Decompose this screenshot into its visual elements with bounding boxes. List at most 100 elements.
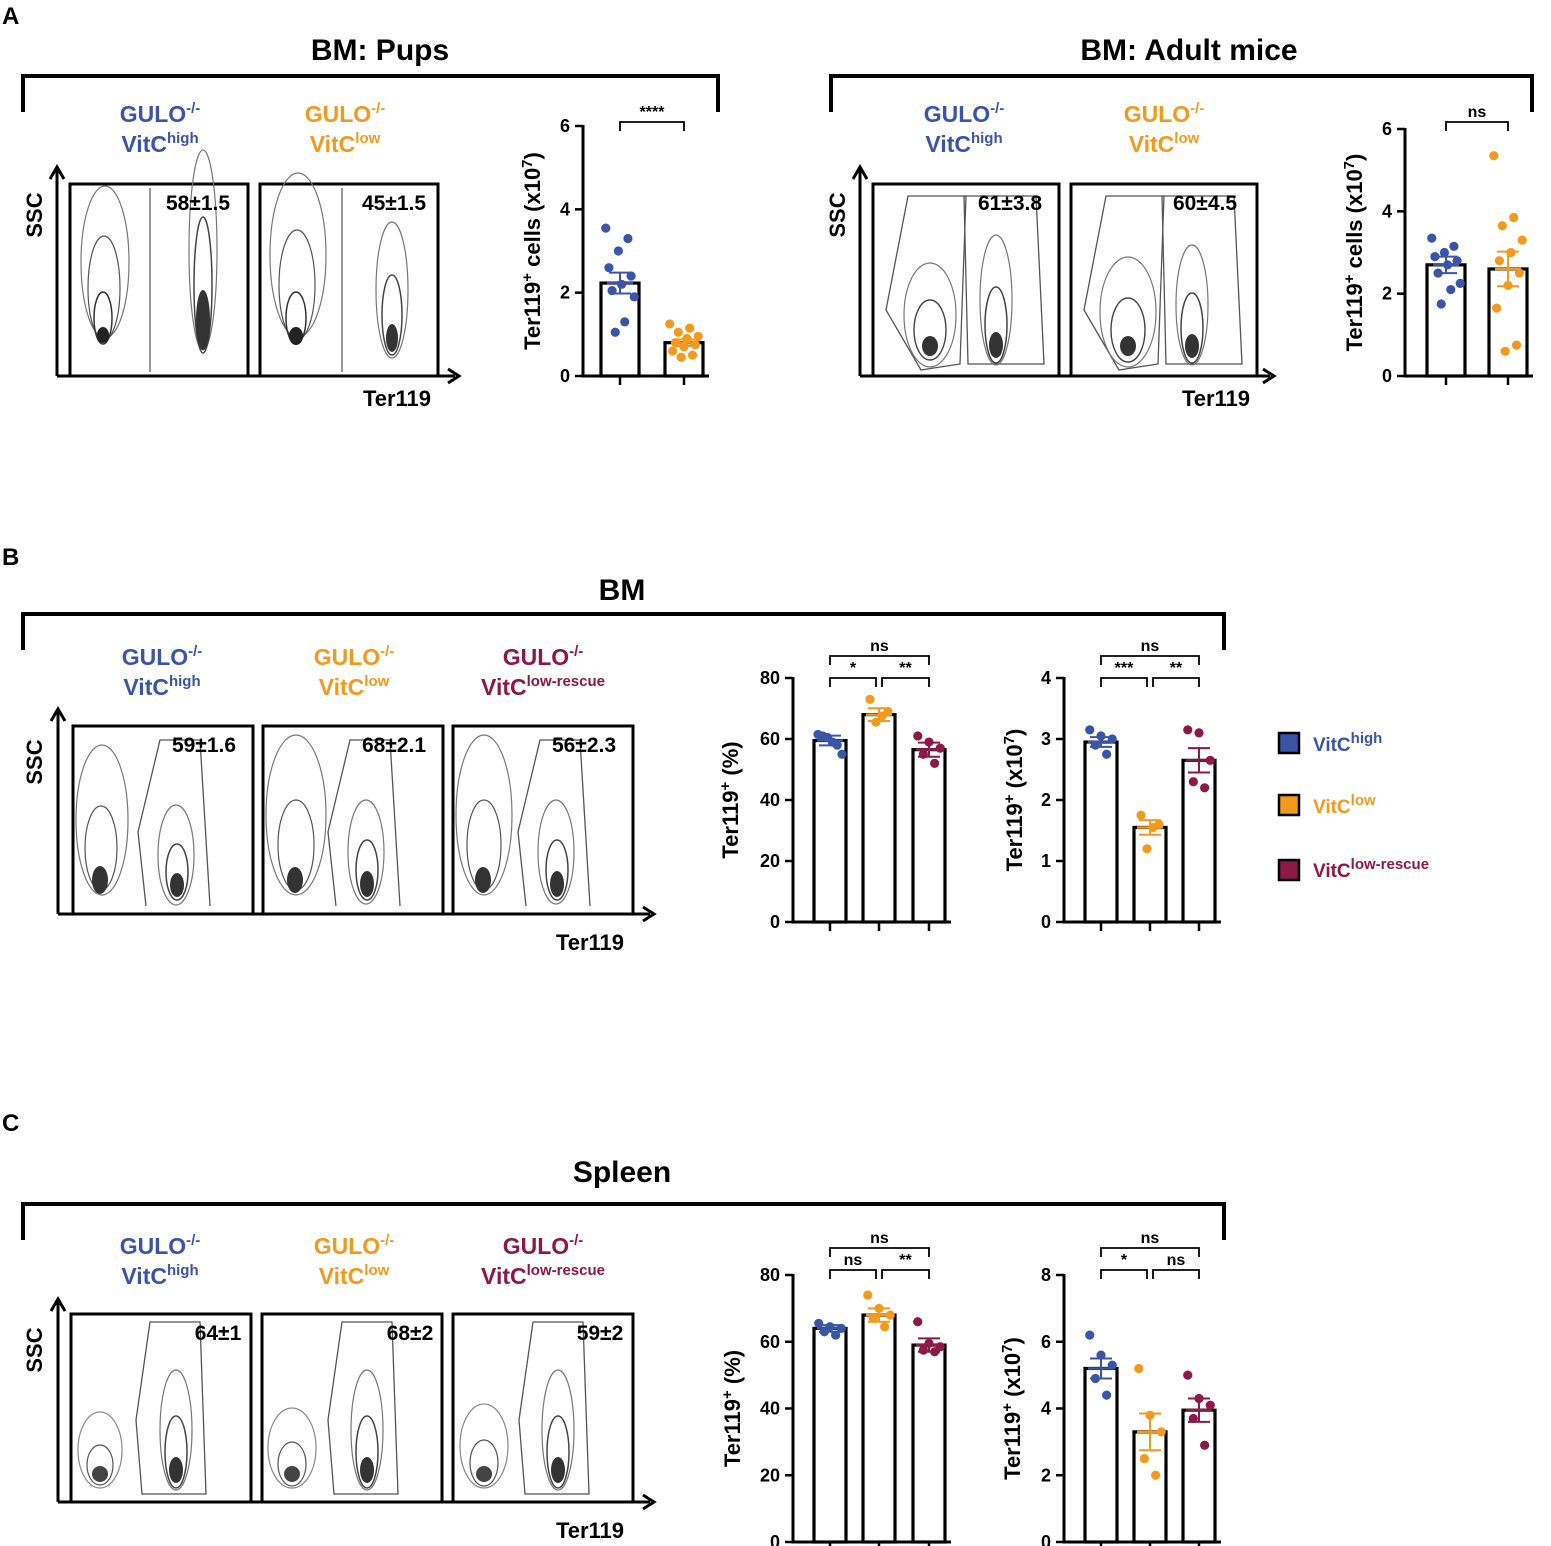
- data-point-high: [626, 271, 636, 281]
- group-label-vitc-low: VitClow: [319, 1262, 390, 1289]
- gate-polygon: [1083, 195, 1165, 371]
- gate-percentage: 56±2.3: [552, 734, 616, 757]
- data-point-low: [1145, 1410, 1155, 1420]
- group-label-vitc-high: VitChigh: [123, 673, 200, 700]
- contour-core: [196, 290, 210, 350]
- bar-chart-C-percent: 0 20 40 60 80 ns ** ns Ter119+ (%): [719, 1230, 951, 1546]
- group-line1: GULO: [503, 644, 569, 670]
- flow-plot: 58±1.5: [68, 149, 250, 378]
- flow-x-axis-label: Ter119: [363, 386, 431, 411]
- bar-low: [1132, 825, 1168, 924]
- legend-sup: low: [1351, 792, 1376, 809]
- gate-polygon: [135, 1321, 207, 1495]
- data-point-rescue: [924, 737, 934, 747]
- y-tick-label: 0: [1382, 366, 1392, 386]
- group-label-gulo-low: GULO-/-: [314, 643, 395, 670]
- contour: [541, 1369, 575, 1491]
- data-point-low: [871, 717, 881, 727]
- gate-percentage: 68±2: [387, 1322, 434, 1345]
- flow-x-axis-label: Ter119: [556, 930, 624, 955]
- panel-a-pups-title: BM: Pups: [311, 34, 449, 67]
- contour: [265, 734, 327, 896]
- panel-a-adult-bracket: [829, 74, 1534, 112]
- y-tick-label: 40: [760, 1399, 780, 1419]
- data-point-high: [1090, 740, 1100, 750]
- contour-core: [475, 867, 491, 893]
- contour: [277, 1441, 307, 1487]
- y-tick-label: 60: [760, 1332, 780, 1352]
- y-tick-label: 0: [1041, 912, 1051, 932]
- contour: [347, 799, 385, 905]
- gate-polygon: [327, 739, 401, 907]
- flow-plot: 59±2: [451, 1312, 635, 1504]
- bar-rescue: [1181, 758, 1217, 924]
- data-point-rescue: [924, 1338, 934, 1349]
- y-axis-title-part: +: [1341, 274, 1358, 283]
- flow-plot: 56±2.3: [451, 724, 635, 916]
- data-point-rescue: [918, 749, 928, 759]
- flow-plot: 60±4.5: [1069, 182, 1259, 378]
- y-axis-title-part: cells (x10: [1342, 169, 1367, 274]
- contour: [267, 1407, 317, 1489]
- group-line2: VitC: [481, 1263, 527, 1289]
- significance-bracket: [1445, 121, 1509, 131]
- contour: [87, 235, 121, 341]
- y-tick-label: 0: [1041, 1532, 1051, 1546]
- flow-plot: 68±2.1: [261, 724, 445, 916]
- group-sup: low-rescue: [527, 673, 605, 690]
- legend-base: VitC: [1313, 735, 1351, 756]
- contour-core: [551, 1457, 565, 1483]
- data-point-low: [1489, 151, 1499, 161]
- data-point-high: [607, 285, 617, 296]
- data-point-rescue: [1200, 783, 1210, 793]
- contour: [269, 172, 327, 338]
- bar-low: [861, 1313, 897, 1544]
- y-axis-title-part: Ter119: [718, 790, 743, 858]
- legend-swatch-rescue: [1277, 858, 1301, 882]
- group-label-gulo-low: GULO-/-: [305, 100, 386, 127]
- panel-letter-b: B: [2, 544, 19, 571]
- y-tick-label: 0: [560, 366, 570, 386]
- bar-high: [812, 738, 848, 924]
- data-point-low: [1503, 280, 1513, 291]
- y-axis-title-part: 7: [999, 1344, 1016, 1352]
- flow-y-axis-label: SSC: [22, 1327, 47, 1372]
- group-line2: VitC: [1129, 131, 1175, 157]
- contour-core: [386, 324, 398, 352]
- data-point-low: [868, 1313, 878, 1323]
- data-point-low: [670, 338, 681, 348]
- data-point-low: [1517, 235, 1527, 245]
- data-point-high: [1442, 260, 1453, 270]
- y-tick-label: 2: [1041, 1465, 1051, 1485]
- data-point-rescue: [1183, 725, 1193, 735]
- data-point-high: [1433, 268, 1443, 278]
- data-point-high: [1430, 252, 1440, 262]
- group-sup: high: [167, 1262, 199, 1279]
- contour-core: [550, 871, 564, 897]
- data-point-high: [604, 263, 614, 273]
- group-label-gulo-rescue: GULO-/-: [503, 1232, 584, 1259]
- gate-percentage: 61±3.8: [978, 192, 1042, 215]
- data-point-high: [1446, 284, 1456, 295]
- gate-polygon: [137, 739, 211, 907]
- data-point-rescue: [1188, 777, 1198, 787]
- flow-axes-arrows: [49, 1296, 657, 1511]
- y-axis-title: Ter119+ cells (x107): [519, 152, 545, 350]
- data-point-high: [1107, 1360, 1117, 1370]
- contour-core: [287, 867, 303, 893]
- contour-core: [1185, 334, 1199, 358]
- y-axis-title-part: +: [719, 1390, 736, 1399]
- flow-axes-arrows: [48, 164, 462, 385]
- data-point-low: [863, 1290, 873, 1300]
- data-point-rescue: [913, 1317, 923, 1327]
- data-point-low: [1136, 810, 1146, 820]
- contour: [77, 1411, 123, 1489]
- significance-label: ns: [870, 1230, 889, 1247]
- data-point-high: [831, 1330, 841, 1340]
- data-point-high: [620, 317, 630, 327]
- y-axis-title: Ter119+ (x107): [1001, 729, 1027, 872]
- y-axis-title-part: Ter119: [720, 1399, 745, 1467]
- contour-core: [170, 873, 184, 897]
- bar-rescue: [911, 1343, 947, 1544]
